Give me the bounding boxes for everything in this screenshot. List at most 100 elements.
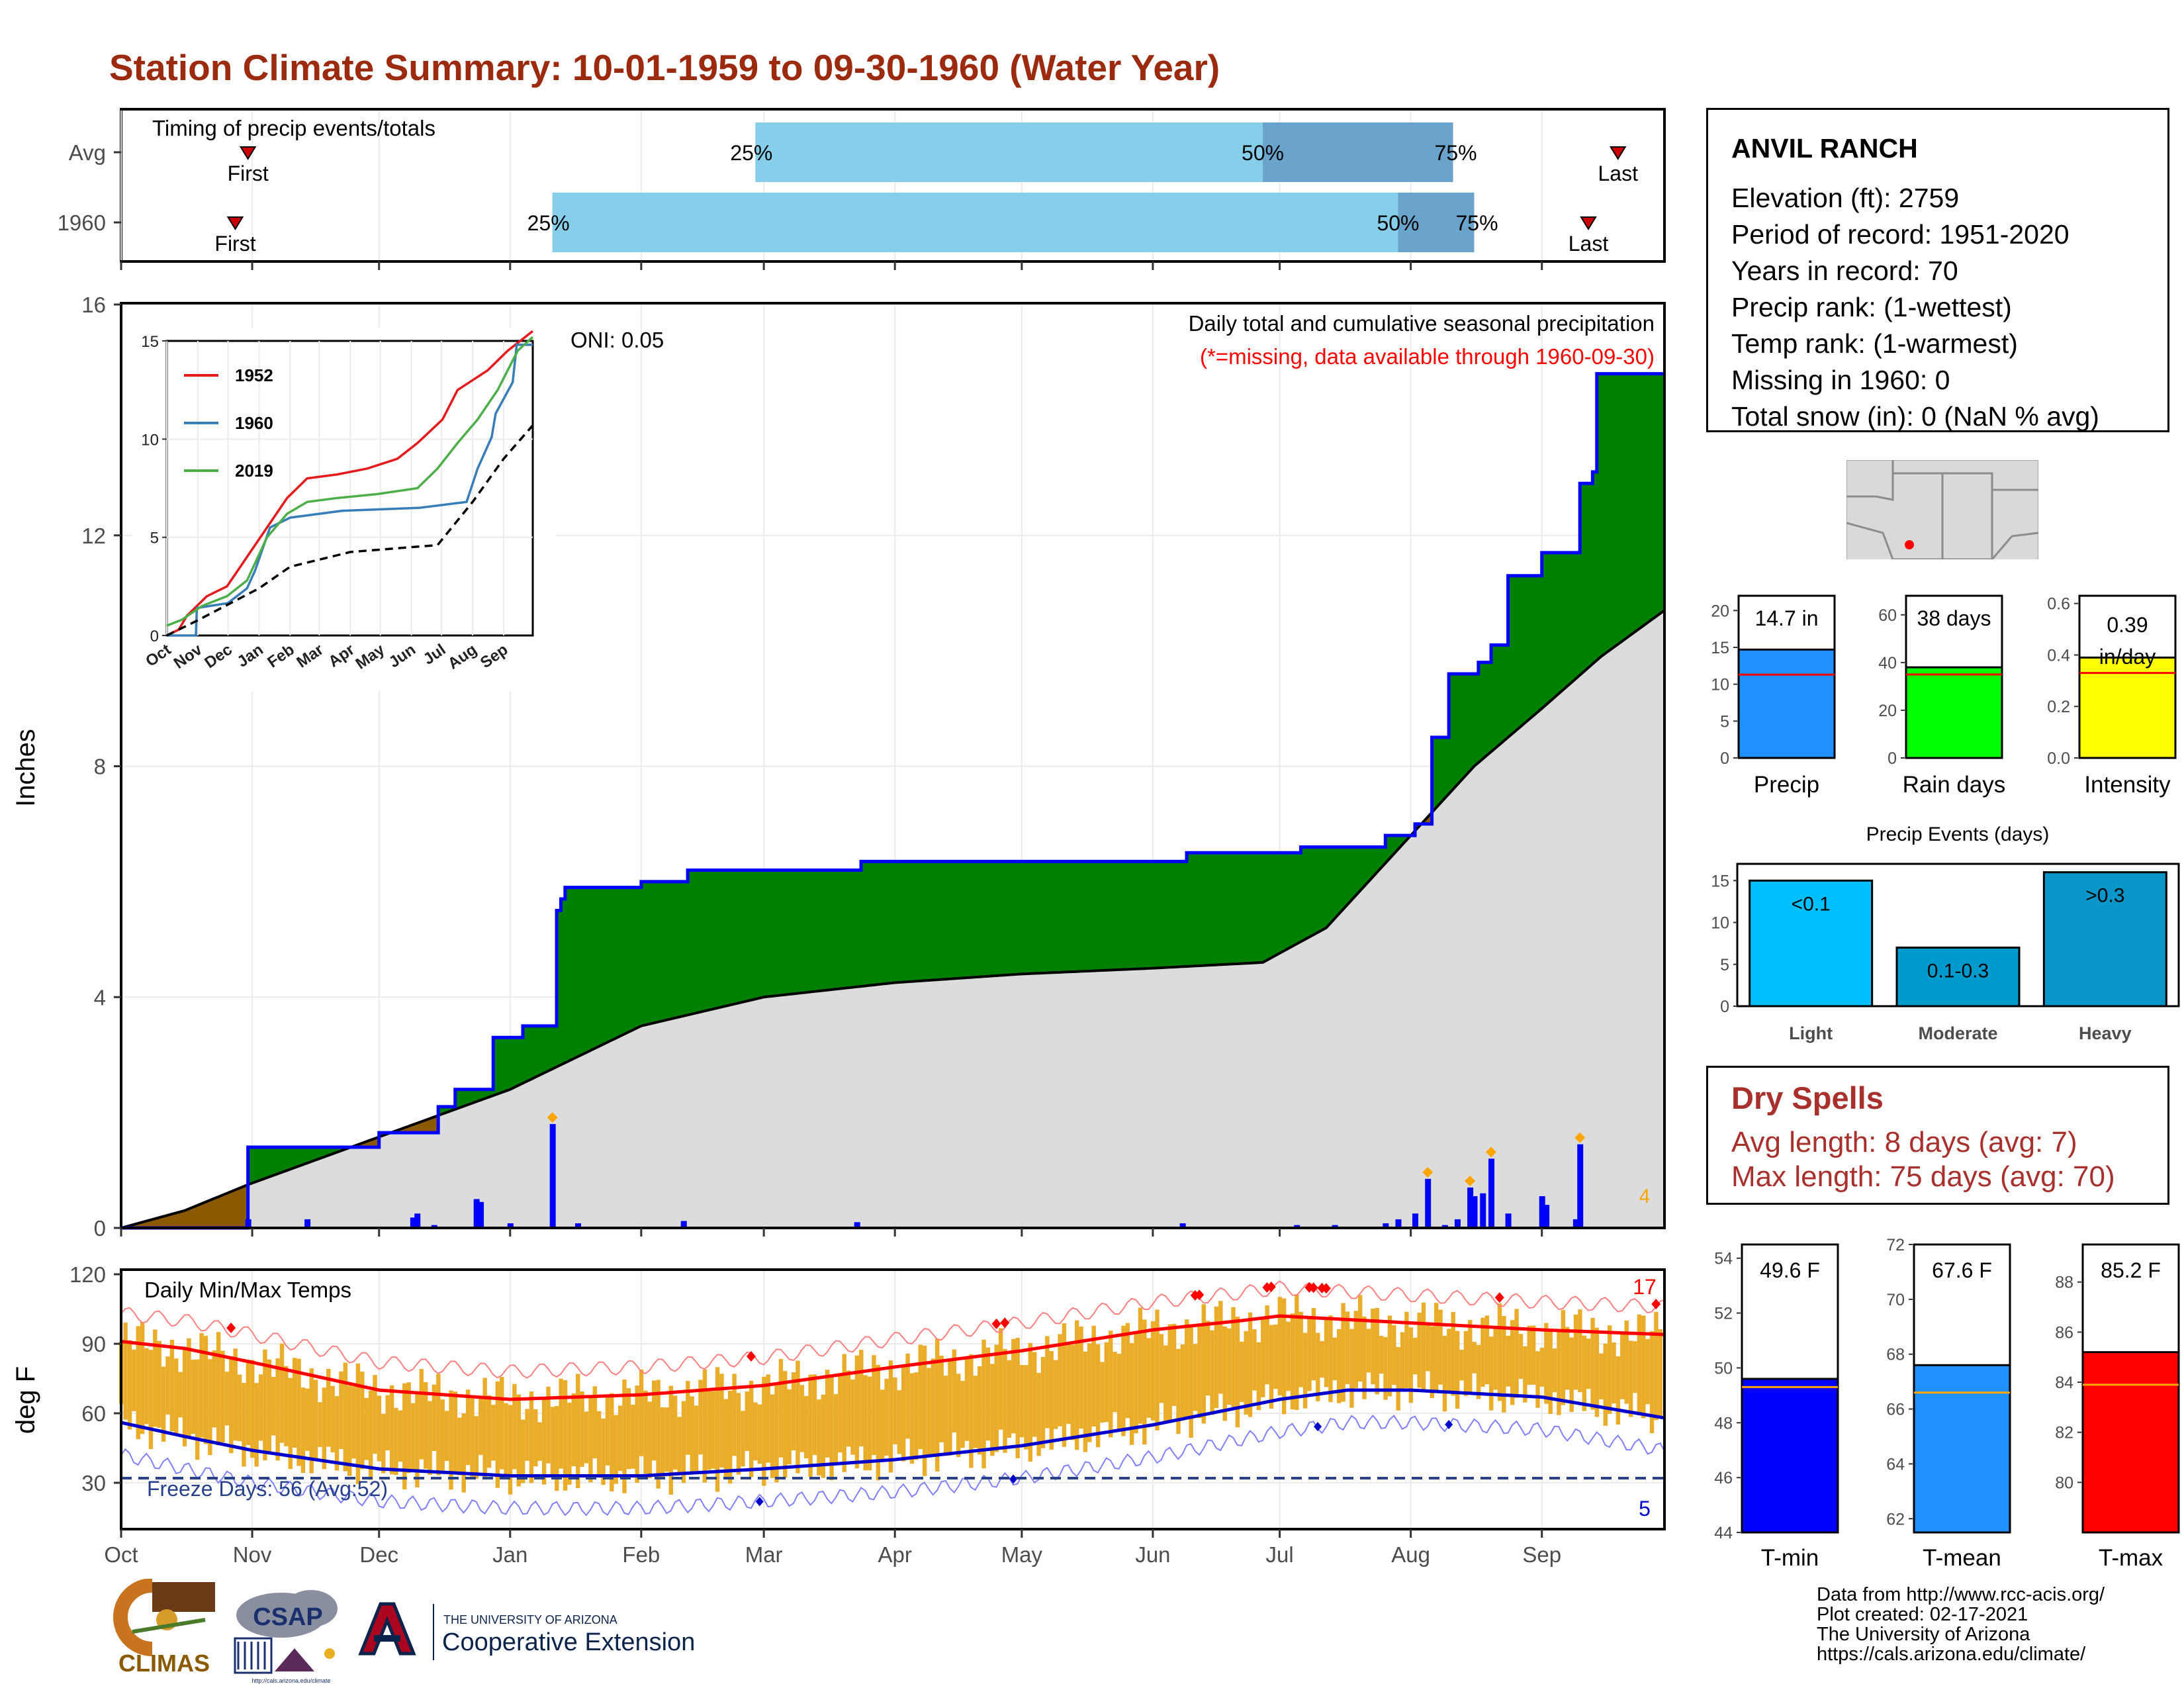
precip-y-tick-label: 0 [94, 1216, 106, 1241]
cumulative-departure-segment [687, 869, 693, 1015]
tmax-axis-label: T-max [2099, 1545, 2163, 1571]
daily-temp-range-bar [626, 1388, 631, 1470]
daily-temp-range-bar [1544, 1323, 1549, 1404]
daily-temp-range-bar [203, 1336, 208, 1444]
daily-precip-bar [549, 1124, 556, 1228]
daily-temp-range-bar [935, 1338, 940, 1472]
daily-temp-range-bar [1628, 1340, 1633, 1417]
daily-temp-range-bar [1582, 1335, 1587, 1411]
cumulative-departure-segment [573, 887, 578, 1060]
daily-temp-range-bar [267, 1359, 272, 1452]
cumulative-departure-segment [193, 1205, 198, 1229]
daily-temp-range-bar [647, 1401, 653, 1478]
daily-temp-range-bar [914, 1372, 919, 1460]
cumulative-departure-segment [1473, 673, 1479, 767]
daily-temp-range-bar [318, 1402, 322, 1447]
daily-temp-range-bar [605, 1394, 610, 1466]
daily-temp-range-bar [918, 1344, 923, 1450]
daily-temp-range-bar [360, 1371, 365, 1470]
cumulative-departure-segment [1114, 861, 1120, 970]
daily-temp-range-bar [440, 1399, 445, 1471]
daily-temp-range-bar [1235, 1317, 1240, 1428]
timing-bar-25-50 [552, 193, 1398, 252]
cumulative-departure-segment [1241, 852, 1246, 964]
daily-temp-range-bar [1083, 1351, 1088, 1452]
cumulative-departure-segment [784, 869, 790, 996]
daily-temp-range-bar [909, 1373, 915, 1464]
cumulative-departure-segment [505, 1037, 511, 1092]
daily-temp-range-bar [1510, 1320, 1515, 1405]
daily-temp-range-bar [1159, 1334, 1164, 1403]
daily-temp-range-bar [796, 1360, 800, 1474]
cumulative-departure-segment [987, 861, 993, 977]
daily-temp-range-bar [292, 1358, 297, 1448]
daily-temp-range-bar [512, 1383, 517, 1470]
rain_days-tick-label: 60 [1878, 606, 1897, 625]
daily-temp-range-bar [1028, 1342, 1033, 1462]
daily-temp-range-bar [872, 1355, 876, 1456]
daily-temp-range-bar [842, 1354, 846, 1472]
record-high-marker [1000, 1317, 1010, 1329]
daily-temp-range-bar [1066, 1344, 1071, 1425]
daily-temp-range-bar [1146, 1338, 1151, 1418]
daily-temp-range-bar [584, 1411, 589, 1464]
daily-temp-range-bar [1573, 1314, 1578, 1390]
cumulative-departure-segment [273, 1147, 278, 1176]
cumulative-departure-segment [1359, 847, 1365, 892]
cumulative-departure-segment [1465, 673, 1471, 776]
daily-temp-range-bar [1459, 1350, 1464, 1381]
daily-temp-range-bar [1658, 1329, 1663, 1417]
cumulative-departure-segment [1013, 861, 1018, 975]
daily-temp-range-bar [1244, 1331, 1248, 1415]
cumulative-departure-segment [1250, 852, 1255, 964]
tmin-value-label: 49.6 F [1760, 1258, 1820, 1282]
cumulative-departure-segment [1224, 852, 1230, 965]
tmin-tick-label: 52 [1714, 1305, 1733, 1323]
precip-y-tick-label: 12 [81, 524, 106, 548]
daily-temp-range-bar [1413, 1337, 1418, 1375]
daily-temp-range-bar [563, 1380, 568, 1491]
daily-temp-range-bar [1366, 1329, 1371, 1373]
cumulative-departure-segment [1626, 373, 1631, 639]
cumulative-departure-segment [890, 861, 895, 984]
tmin-tick-label: 54 [1714, 1250, 1733, 1268]
daily-temp-range-bar [1607, 1325, 1612, 1414]
tmin-tick-label: 44 [1714, 1524, 1733, 1542]
daily-temp-range-bar [1523, 1346, 1527, 1403]
daily-temp-range-bar [491, 1405, 496, 1461]
daily-temp-range-bar [1197, 1325, 1202, 1419]
cumulative-departure-segment [535, 1025, 541, 1078]
month-tick-label: Nov [233, 1542, 272, 1567]
cumulative-departure-segment [979, 861, 984, 978]
daily-temp-range-bar [347, 1385, 352, 1476]
daily-precip-bar [680, 1221, 687, 1228]
cumulative-departure-segment [277, 1147, 283, 1175]
daily-temp-range-bar [199, 1333, 204, 1438]
cumulative-departure-segment [1030, 861, 1035, 974]
station-location-marker [1905, 540, 1914, 549]
daily-temp-range-bar [169, 1339, 175, 1432]
cumulative-departure-segment [1558, 552, 1564, 694]
cumulative-departure-segment [991, 861, 997, 976]
cumulative-departure-segment [1609, 373, 1614, 651]
daily-temp-range-bar [1298, 1311, 1303, 1387]
daily-temp-range-bar [1552, 1348, 1557, 1393]
daily-temp-range-bar [1497, 1303, 1502, 1401]
daily-temp-range-bar [576, 1374, 580, 1489]
dry-spells-avg-length: Avg length: 8 days (avg: 7) [1731, 1126, 2077, 1158]
tmin-bar [1741, 1378, 1839, 1534]
cumulative-departure-segment [1600, 373, 1606, 657]
cumulative-departure-segment [1059, 861, 1065, 973]
daily-temp-range-bar [698, 1380, 703, 1455]
daily-temp-range-bar [529, 1391, 534, 1483]
precip-events-bar-label: 0.1-0.3 [1927, 960, 1989, 982]
precip-events-bar-label: <0.1 [1792, 893, 1831, 915]
cumulative-departure-segment [1296, 852, 1302, 945]
daily-temp-range-bar [639, 1369, 644, 1456]
daily-precip-bar [1471, 1196, 1478, 1228]
precip-events-category: Heavy [2079, 1023, 2132, 1043]
cumulative-departure-segment [577, 887, 582, 1058]
cumulative-departure-segment [1148, 861, 1154, 969]
daily-temp-range-bar [486, 1395, 492, 1468]
